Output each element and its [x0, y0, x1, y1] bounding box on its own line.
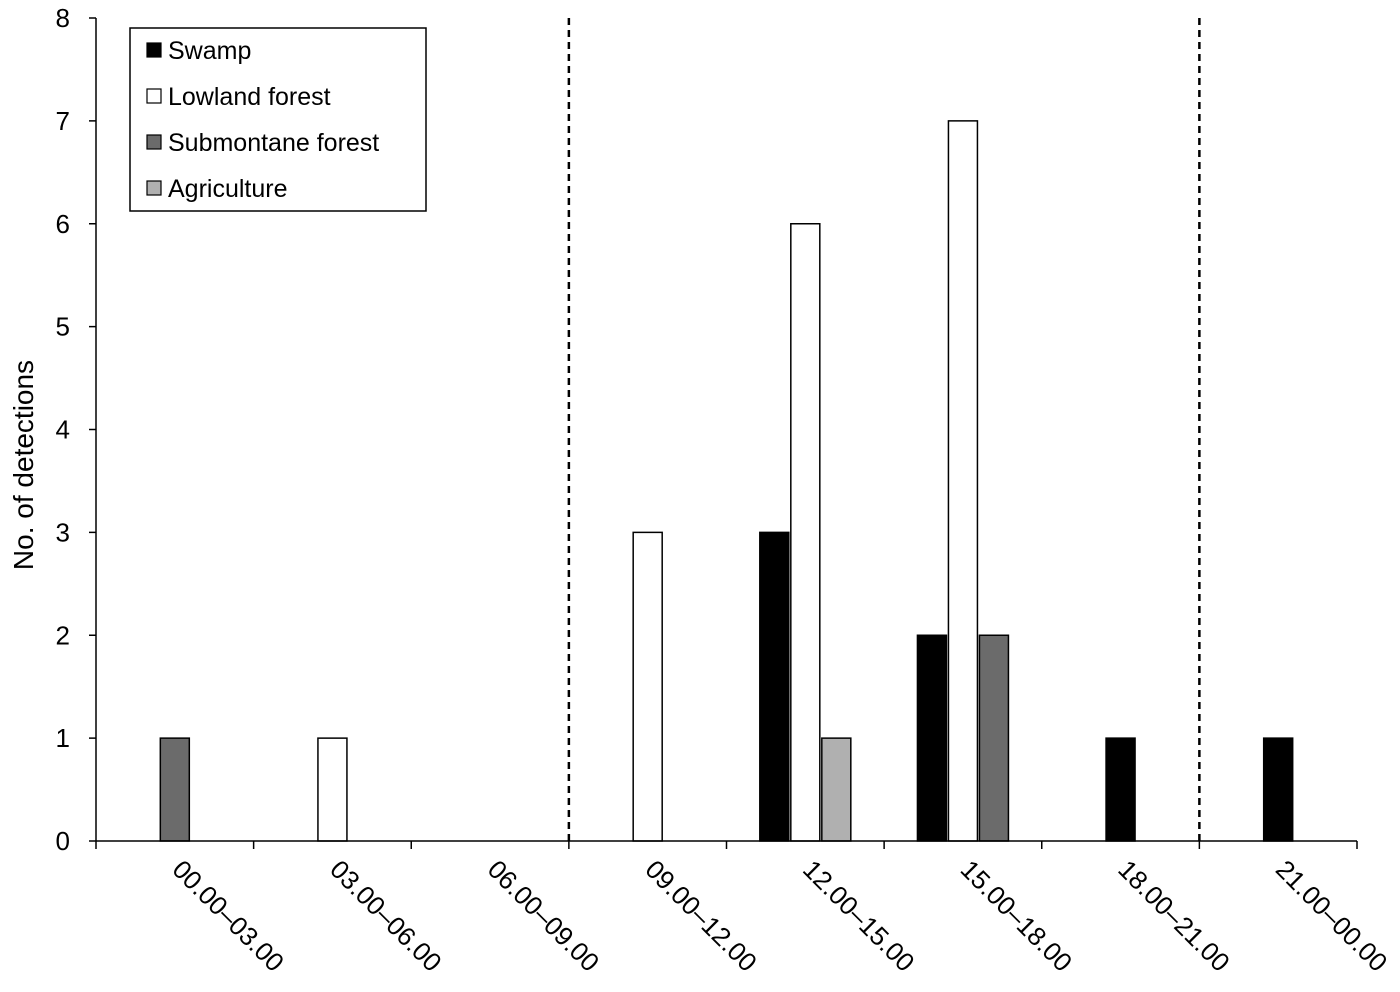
legend-swatch [146, 42, 162, 58]
x-tick-label: 15.00–18.00 [955, 854, 1078, 977]
legend-box [129, 27, 427, 212]
axes [89, 17, 1358, 849]
legend-label: Swamp [168, 37, 251, 65]
y-tick-label: 0 [56, 826, 70, 856]
y-tick-label: 7 [56, 106, 70, 136]
legend-swatch [146, 134, 162, 150]
legend-label: Submontane forest [168, 129, 379, 157]
x-tick-label: 12.00–15.00 [797, 854, 920, 977]
bar-agriculture [821, 737, 852, 842]
bar-swamp [916, 634, 948, 842]
bar-submontane-forest [978, 634, 1010, 842]
x-tick-label: 09.00–12.00 [639, 854, 762, 977]
y-tick-label: 1 [56, 723, 70, 753]
bars [159, 120, 1294, 842]
bar-submontane-forest [159, 737, 191, 842]
x-tick-label: 18.00–21.00 [1112, 854, 1235, 977]
y-tick-label: 6 [56, 209, 70, 239]
x-tick-label: 21.00–00.00 [1270, 854, 1393, 977]
bar-lowland-forest [790, 223, 821, 842]
x-tick-labels: 00.00–03.00 03.00–06.00 06.00–09.00 09.00–1… [167, 854, 1394, 977]
y-tick-label: 8 [56, 3, 70, 33]
bar-swamp [1105, 737, 1136, 842]
y-tick-labels: 0 1 2 3 4 5 6 7 8 [56, 3, 70, 856]
bar-lowland-forest [632, 531, 663, 842]
bar-swamp [759, 531, 790, 842]
legend-swatch [146, 88, 162, 104]
y-tick-label: 4 [56, 415, 70, 445]
y-tick-label: 3 [56, 517, 70, 547]
legend: Swamp Lowland forest Submontane forest Agri… [129, 27, 427, 212]
bar-swamp [1262, 737, 1294, 842]
x-tick-label: 00.00–03.00 [167, 854, 290, 977]
x-tick-label: 03.00–06.00 [324, 854, 447, 977]
x-tick-label: 06.00–09.00 [482, 854, 605, 977]
legend-label: Agriculture [168, 175, 288, 203]
y-axis-title: No. of detections [8, 360, 39, 570]
bar-lowland-forest [947, 120, 979, 842]
bar-lowland-forest [317, 737, 348, 842]
reference-lines [567, 18, 1201, 841]
y-tick-label: 2 [56, 620, 70, 650]
legend-label: Lowland forest [168, 83, 331, 111]
legend-swatch [146, 180, 162, 196]
y-tick-label: 5 [56, 312, 70, 342]
